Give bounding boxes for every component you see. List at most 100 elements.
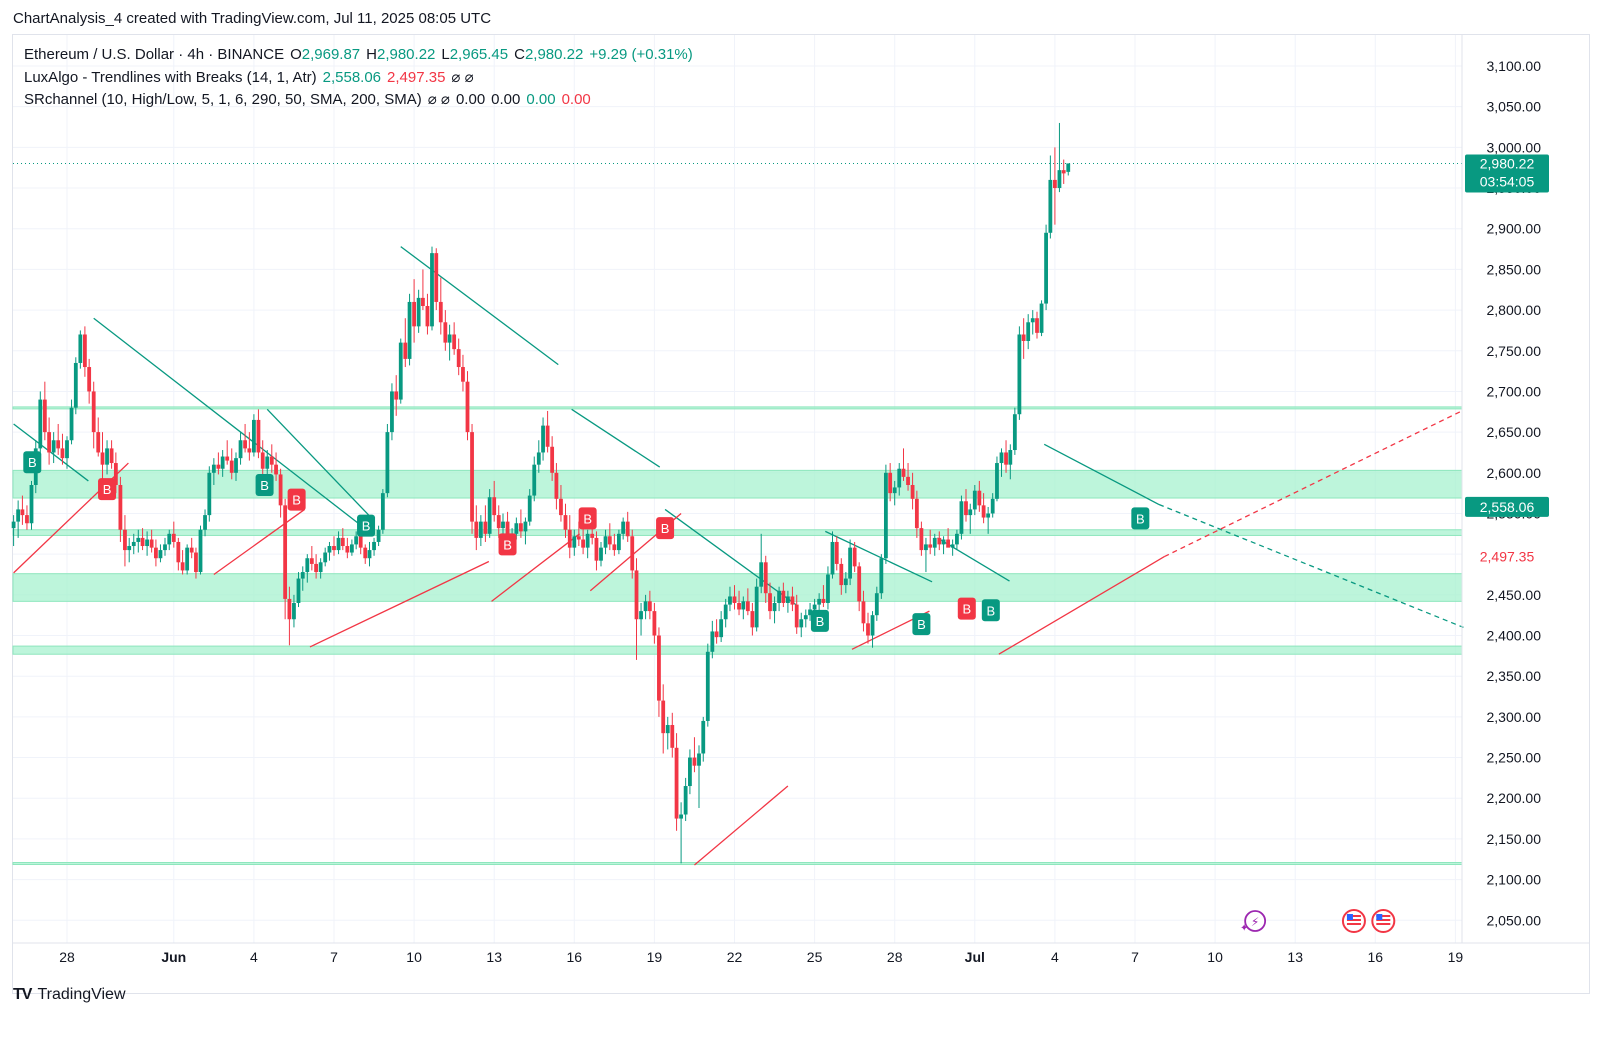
candle-body[interactable] xyxy=(105,448,109,465)
candle-body[interactable] xyxy=(630,536,635,571)
candle-body[interactable] xyxy=(772,602,777,612)
candle-body[interactable] xyxy=(478,521,483,538)
candle-body[interactable] xyxy=(768,593,772,612)
candle-body[interactable] xyxy=(73,362,78,408)
candle-body[interactable] xyxy=(781,590,786,603)
candle-body[interactable] xyxy=(990,498,995,514)
candle-body[interactable] xyxy=(25,515,29,524)
candle-body[interactable] xyxy=(741,601,746,610)
trendline-resistance[interactable] xyxy=(571,408,661,468)
candle-body[interactable] xyxy=(171,533,176,542)
candle-body[interactable] xyxy=(710,631,715,652)
candle-body[interactable] xyxy=(866,623,870,636)
candle-body[interactable] xyxy=(127,546,132,551)
candle-body[interactable] xyxy=(968,509,973,516)
candle-body[interactable] xyxy=(407,301,412,359)
candle-body[interactable] xyxy=(964,501,968,516)
candle-body[interactable] xyxy=(314,563,319,573)
candle-body[interactable] xyxy=(532,464,537,496)
candle-body[interactable] xyxy=(652,611,657,636)
candle-body[interactable] xyxy=(140,537,145,547)
trendline-resistance[interactable] xyxy=(825,530,933,583)
candle-body[interactable] xyxy=(616,533,621,551)
luxalgo-lower-price-label[interactable] xyxy=(1465,546,1549,567)
candle-body[interactable] xyxy=(599,547,603,561)
candle-body[interactable] xyxy=(607,536,612,545)
candle-body[interactable] xyxy=(777,590,781,603)
candle-body[interactable] xyxy=(679,814,683,819)
candle-body[interactable] xyxy=(541,425,545,453)
breakout-up-badge[interactable] xyxy=(255,474,274,497)
candle-body[interactable] xyxy=(585,533,590,548)
candle-body[interactable] xyxy=(536,452,541,465)
candle-body[interactable] xyxy=(817,598,822,605)
candle-body[interactable] xyxy=(1004,452,1008,465)
candle-body[interactable] xyxy=(888,472,893,494)
candle-body[interactable] xyxy=(643,601,648,612)
candle-body[interactable] xyxy=(688,757,692,787)
candle-body[interactable] xyxy=(941,539,946,545)
breakout-up-badge[interactable] xyxy=(1131,507,1150,530)
candle-body[interactable] xyxy=(1061,170,1066,174)
candle-body[interactable] xyxy=(995,463,999,499)
breakout-down-badge[interactable] xyxy=(287,488,306,511)
candle-body[interactable] xyxy=(843,578,848,586)
breakout-down-badge[interactable] xyxy=(957,597,976,620)
candle-body[interactable] xyxy=(794,604,799,628)
candle-body[interactable] xyxy=(808,609,812,616)
legend-luxalgo-row[interactable]: LuxAlgo - Trendlines with Breaks (14, 1,… xyxy=(24,68,480,86)
candle-body[interactable] xyxy=(621,521,626,534)
candle-body[interactable] xyxy=(883,472,888,559)
candle-body[interactable] xyxy=(594,537,599,561)
candle-body[interactable] xyxy=(919,528,924,551)
candle-body[interactable] xyxy=(723,604,728,620)
candle-body[interactable] xyxy=(100,452,105,465)
candle-body[interactable] xyxy=(790,596,795,605)
candle-body[interactable] xyxy=(456,349,461,368)
candle-body[interactable] xyxy=(763,562,768,594)
breakout-down-badge[interactable] xyxy=(498,533,517,556)
candle-body[interactable] xyxy=(732,596,737,603)
candle-body[interactable] xyxy=(229,460,234,473)
trendline-resistance-projection[interactable] xyxy=(1158,503,1464,628)
candle-body[interactable] xyxy=(131,541,136,547)
breakout-up-badge[interactable] xyxy=(981,599,1000,622)
candle-body[interactable] xyxy=(647,601,652,612)
candle-body[interactable] xyxy=(278,474,283,506)
candle-body[interactable] xyxy=(91,391,96,433)
candle-body[interactable] xyxy=(852,547,857,567)
candle-body[interactable] xyxy=(639,611,643,620)
candle-body[interactable] xyxy=(158,550,163,559)
candle-body[interactable] xyxy=(906,476,910,486)
candle-body[interactable] xyxy=(821,598,826,603)
candle-body[interactable] xyxy=(452,334,457,350)
candle-body[interactable] xyxy=(176,541,181,563)
candle-body[interactable] xyxy=(269,456,274,465)
candle-body[interactable] xyxy=(665,725,670,734)
candle-body[interactable] xyxy=(981,505,986,518)
candle-body[interactable] xyxy=(265,456,270,469)
candle-body[interactable] xyxy=(180,562,185,571)
candle-body[interactable] xyxy=(60,448,65,459)
legend-symbol-name[interactable]: Ethereum / U.S. Dollar · 4h · BINANCE xyxy=(24,46,285,63)
candle-body[interactable] xyxy=(323,552,328,563)
candle-body[interactable] xyxy=(572,536,577,548)
candle-body[interactable] xyxy=(1026,322,1031,341)
breakout-down-badge[interactable] xyxy=(578,507,597,530)
candle-body[interactable] xyxy=(563,515,568,530)
candle-body[interactable] xyxy=(47,432,52,453)
candle-body[interactable] xyxy=(728,596,732,605)
candle-body[interactable] xyxy=(247,448,252,453)
candle-body[interactable] xyxy=(198,529,203,573)
candle-body[interactable] xyxy=(390,391,394,433)
candle-body[interactable] xyxy=(519,523,523,532)
candle-body[interactable] xyxy=(203,515,207,530)
candle-body[interactable] xyxy=(163,544,167,551)
candle-body[interactable] xyxy=(603,536,608,548)
candle-body[interactable] xyxy=(910,485,915,499)
candle-body[interactable] xyxy=(745,601,750,612)
candle-body[interactable] xyxy=(1017,334,1022,415)
candle-body[interactable] xyxy=(955,533,959,545)
candle-body[interactable] xyxy=(714,631,719,638)
candle-body[interactable] xyxy=(296,578,301,603)
